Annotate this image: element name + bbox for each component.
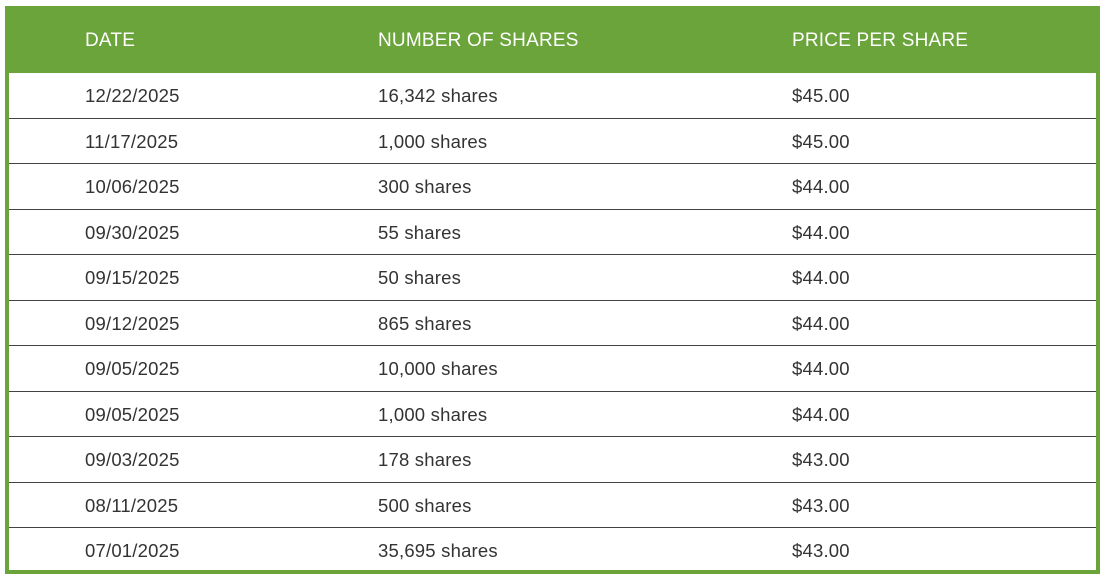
table-row: 09/05/2025 1,000 shares $44.00 (9, 392, 1096, 437)
cell-number-of-shares: 1,000 shares (378, 130, 488, 152)
cell-number-of-shares: 35,695 shares (378, 540, 498, 561)
cell-price-per-share: $43.00 (792, 449, 850, 470)
header-price-per-share: PRICE PER SHARE (792, 30, 969, 51)
cell-number-of-shares: 865 shares (378, 312, 472, 334)
cell-date: 09/05/2025 (85, 358, 180, 379)
cell-price-per-share: $44.00 (792, 221, 850, 243)
table-row: 11/17/2025 1,000 shares $45.00 (9, 119, 1096, 164)
cell-price-per-share: $44.00 (792, 403, 850, 425)
cell-date: 12/22/2025 (85, 85, 180, 106)
cell-price-per-share: $44.00 (792, 312, 850, 334)
cell-price-per-share: $45.00 (792, 130, 850, 152)
cell-date: 09/30/2025 (85, 221, 180, 243)
table-row: 09/03/2025 178 shares $43.00 (9, 437, 1096, 483)
table-row: 09/15/2025 50 shares $44.00 (9, 255, 1096, 301)
cell-date: 09/03/2025 (85, 449, 180, 470)
cell-date: 09/05/2025 (85, 403, 180, 425)
table-row: 08/11/2025 500 shares $43.00 (9, 483, 1096, 528)
table-body: 12/22/2025 16,342 shares $45.00 11/17/2025 1… (9, 73, 1096, 570)
cell-date: 11/17/2025 (85, 130, 179, 152)
table-row: 09/12/2025 865 shares $44.00 (9, 301, 1096, 346)
cell-number-of-shares: 50 shares (378, 267, 462, 288)
table-header: DATE NUMBER OF SHARES PRICE PER SHARE (9, 10, 1096, 73)
cell-date: 07/01/2025 (85, 540, 180, 561)
cell-date: 10/06/2025 (85, 176, 180, 197)
table-row: 12/22/2025 16,342 shares $45.00 (9, 73, 1096, 119)
cell-date: 09/15/2025 (85, 267, 180, 288)
cell-date: 09/12/2025 (85, 312, 180, 334)
cell-number-of-shares: 178 shares (378, 449, 472, 470)
cell-price-per-share: $43.00 (792, 494, 850, 516)
cell-price-per-share: $44.00 (792, 358, 850, 379)
cell-price-per-share: $44.00 (792, 267, 850, 288)
cell-number-of-shares: 500 shares (378, 494, 472, 516)
header-number-of-shares: NUMBER OF SHARES (378, 30, 579, 51)
cell-price-per-share: $44.00 (792, 176, 850, 197)
table-row: 07/01/2025 35,695 shares $43.00 (9, 528, 1096, 574)
table-row: 10/06/2025 300 shares $44.00 (9, 164, 1096, 210)
cell-number-of-shares: 300 shares (378, 176, 472, 197)
cell-date: 08/11/2025 (85, 494, 179, 516)
cell-number-of-shares: 55 shares (378, 221, 462, 243)
share-transactions-table: DATE NUMBER OF SHARES PRICE PER SHARE 12… (5, 6, 1100, 574)
header-date: DATE (85, 30, 136, 51)
cell-number-of-shares: 10,000 shares (378, 358, 498, 379)
cell-price-per-share: $43.00 (792, 540, 850, 561)
table-row: 09/30/2025 55 shares $44.00 (9, 210, 1096, 255)
table-row: 09/05/2025 10,000 shares $44.00 (9, 346, 1096, 392)
cell-number-of-shares: 16,342 shares (378, 85, 498, 106)
cell-price-per-share: $45.00 (792, 85, 850, 106)
cell-number-of-shares: 1,000 shares (378, 403, 488, 425)
